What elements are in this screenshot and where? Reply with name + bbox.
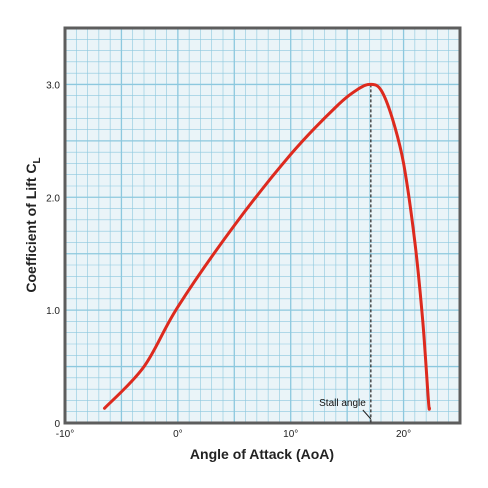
y-axis-title-main: Coefficient of Lift C	[23, 164, 39, 293]
x-tick-label: -10°	[56, 429, 74, 440]
annotations: Stall angle	[319, 84, 372, 423]
grid-lines	[64, 27, 461, 424]
y-tick-label: 1.0	[46, 306, 60, 317]
x-tick-label: 0°	[173, 429, 183, 440]
y-tick-labels: 0 1.0 2.0 3.0	[46, 80, 60, 430]
plot-background	[65, 28, 460, 423]
x-tick-label: 10°	[283, 429, 298, 440]
x-tick-labels: -10° 0° 10° 20°	[56, 429, 411, 440]
x-axis-title: Angle of Attack (AoA)	[190, 446, 334, 462]
stall-angle-leader	[362, 409, 372, 420]
y-axis-title: Coefficient of Lift CL	[23, 157, 43, 292]
y-tick-label: 3.0	[46, 80, 60, 91]
data-series	[103, 82, 431, 411]
y-axis-title-subscript: L	[32, 157, 43, 163]
y-tick-label: 0	[54, 419, 60, 430]
x-tick-label: 20°	[396, 429, 411, 440]
lift-curve-line	[103, 82, 431, 411]
plot-frame	[63, 26, 462, 425]
stall-angle-label: Stall angle	[319, 398, 366, 409]
y-tick-label: 2.0	[46, 193, 60, 204]
